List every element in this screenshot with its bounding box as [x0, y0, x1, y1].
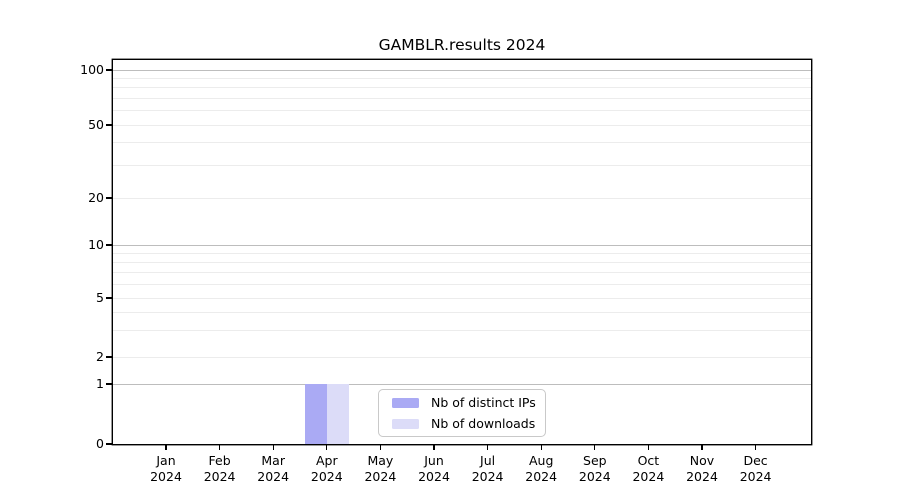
y-tick-label: 50: [88, 117, 104, 132]
x-tick-label: Jan 2024: [150, 453, 182, 484]
x-tick: [755, 445, 757, 451]
bar-nb-of-downloads-apr-2024: [326, 384, 349, 444]
x-tick-label: Jun 2024: [418, 453, 450, 484]
minor-gridline: [113, 261, 811, 263]
minor-gridline: [113, 330, 811, 332]
minor-gridline: [113, 197, 811, 199]
y-tick: [105, 356, 112, 358]
legend: Nb of distinct IPs Nb of downloads: [378, 389, 546, 437]
x-tick: [219, 445, 221, 451]
major-gridline: [113, 244, 811, 246]
x-tick-label: Sep 2024: [578, 453, 611, 484]
x-tick: [272, 445, 274, 451]
legend-label: Nb of distinct IPs: [431, 395, 536, 410]
minor-gridline: [113, 97, 811, 99]
minor-gridline: [113, 87, 811, 89]
x-tick-label: Apr 2024: [310, 453, 343, 484]
x-tick-label: Mar 2024: [257, 453, 290, 484]
y-tick: [105, 124, 112, 126]
x-tick-label: Dec 2024: [739, 453, 772, 484]
x-tick: [487, 445, 489, 451]
x-tick: [433, 445, 435, 451]
legend-swatch-nb-of-downloads: [392, 418, 419, 429]
plot-area: [113, 60, 811, 444]
minor-gridline: [113, 297, 811, 299]
minor-gridline: [113, 142, 811, 144]
x-tick: [540, 445, 542, 451]
y-tick-label: 5: [96, 290, 104, 305]
bar-nb-of-distinct-ips-apr-2024: [304, 384, 327, 444]
minor-gridline: [113, 311, 811, 313]
y-tick-label: 1: [96, 376, 104, 391]
y-tick-label: 100: [80, 62, 104, 77]
x-tick-label: Nov 2024: [686, 453, 718, 484]
x-tick-label: May 2024: [364, 453, 397, 484]
y-tick-label: 0: [96, 436, 104, 451]
x-tick-label: Feb 2024: [203, 453, 236, 484]
x-tick-label: Jul 2024: [471, 453, 504, 484]
y-tick: [105, 244, 112, 246]
y-tick: [105, 69, 112, 71]
legend-row: Nb of distinct IPs: [392, 395, 545, 410]
major-gridline: [113, 69, 811, 71]
y-tick: [105, 197, 112, 199]
legend-label: Nb of downloads: [431, 416, 536, 431]
x-tick: [701, 445, 703, 451]
x-tick: [647, 445, 650, 451]
x-tick: [379, 445, 382, 451]
minor-gridline: [113, 165, 811, 167]
legend-row: Nb of downloads: [392, 416, 545, 431]
minor-gridline: [113, 271, 811, 273]
x-tick-label: Aug 2024: [525, 453, 558, 484]
x-tick: [165, 445, 167, 451]
minor-gridline: [113, 110, 811, 111]
y-tick: [105, 297, 112, 299]
legend-swatch-nb-of-distinct-ips: [392, 397, 419, 408]
y-tick: [105, 443, 112, 445]
minor-gridline: [113, 283, 811, 285]
x-tick: [326, 445, 328, 451]
minor-gridline: [113, 252, 811, 254]
y-tick-label: 2: [96, 349, 104, 364]
x-tick-label: Oct 2024: [632, 453, 665, 484]
x-tick: [594, 445, 596, 451]
y-tick-label: 10: [88, 237, 104, 252]
minor-gridline: [113, 124, 811, 126]
minor-gridline: [113, 356, 811, 358]
y-tick-label: 20: [88, 190, 104, 205]
chart-title: GAMBLR.results 2024: [378, 36, 546, 54]
minor-gridline: [113, 77, 811, 79]
y-tick: [105, 383, 112, 385]
major-gridline: [113, 383, 811, 385]
